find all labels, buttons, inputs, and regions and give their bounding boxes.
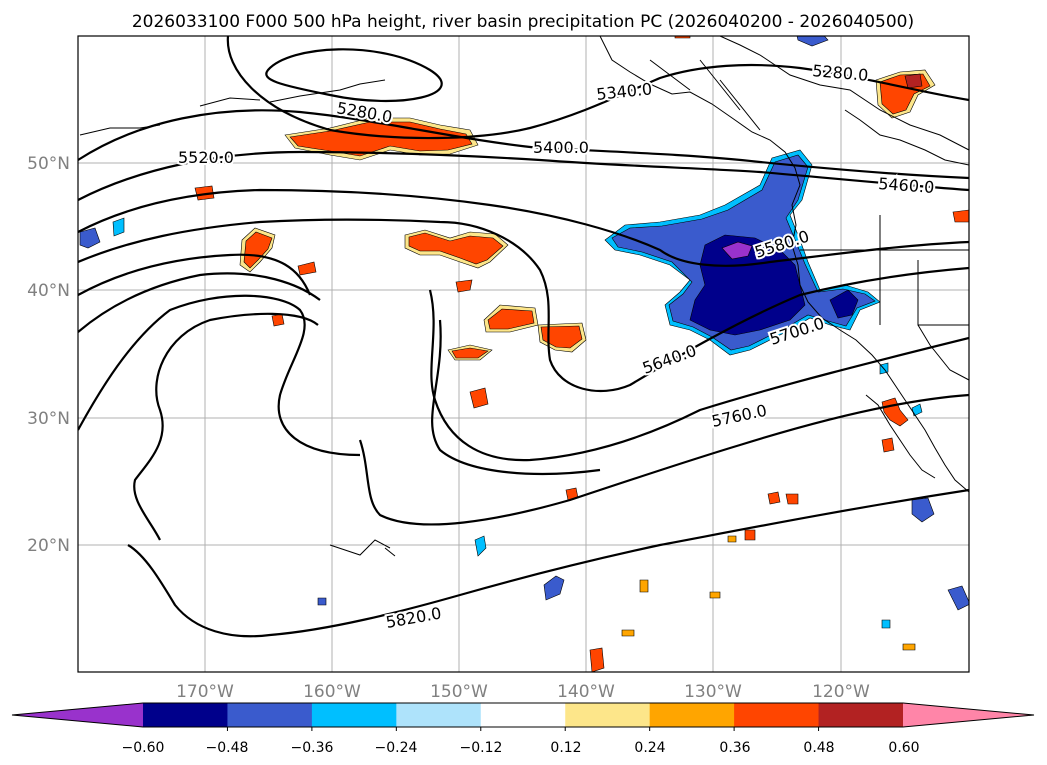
lat-label: 30°N <box>27 409 70 429</box>
colorbar-bin <box>649 703 735 727</box>
colorbar-tick-label: −0.48 <box>206 740 249 756</box>
lat-label: 20°N <box>27 536 70 556</box>
contour-label: 5520.0 <box>178 148 234 167</box>
map-frame <box>77 35 970 673</box>
colorbar-extend-high <box>903 703 1034 727</box>
figure-title: 2026033100 F000 500 hPa height, river ba… <box>132 12 914 32</box>
colorbar-bin <box>311 703 397 727</box>
lon-label: 120°W <box>812 682 870 702</box>
colorbar-tick-label: 0.24 <box>634 740 665 756</box>
latitude-labels: 50°N 40°N 30°N 20°N <box>27 154 70 556</box>
coastlines <box>79 36 969 557</box>
colorbar-bin <box>227 703 313 727</box>
contour-label: 5400.0 <box>533 138 589 157</box>
lon-label: 130°W <box>684 682 742 702</box>
colorbar-tick-labels: −0.60 −0.48 −0.36 −0.24 −0.12 0.12 0.24 … <box>122 740 920 756</box>
colorbar-bin <box>143 703 228 727</box>
lon-label: 150°W <box>430 682 488 702</box>
colorbar-outline <box>11 702 1035 728</box>
lon-label: 140°W <box>557 682 615 702</box>
contour-label: 5460.0 <box>878 174 935 197</box>
lon-label: 170°W <box>176 682 234 702</box>
colorbar-tick-label: −0.24 <box>375 740 418 756</box>
lat-label: 50°N <box>27 154 70 174</box>
colorbar-bin <box>734 703 820 727</box>
colorbar-tick-label: 0.60 <box>888 740 919 756</box>
colorbar-tick-label: −0.60 <box>122 740 165 756</box>
lon-label: 160°W <box>303 682 361 702</box>
colorbar-tick-label: 0.48 <box>803 740 834 756</box>
colorbar-bin <box>396 703 482 727</box>
negative-precip-anomaly <box>79 36 969 629</box>
colorbar-tick-label: 0.12 <box>550 740 581 756</box>
lat-label: 40°N <box>27 281 70 301</box>
longitude-labels: 170°W 160°W 150°W 140°W 130°W 120°W <box>176 682 870 702</box>
colorbar-tick-label: −0.36 <box>291 740 334 756</box>
colorbar-bin <box>818 703 904 727</box>
height-contours <box>78 36 969 638</box>
colorbar-extend-low <box>12 703 143 727</box>
colorbar-tick-label: 0.36 <box>719 740 750 756</box>
map-area: 5280.0 5340.0 5280.0 5400.0 5520.0 5460.… <box>78 36 969 672</box>
colorbar-tick-label: −0.12 <box>460 740 503 756</box>
colorbar-bin <box>565 703 651 727</box>
colorbar <box>11 702 1035 731</box>
colorbar-bin <box>480 703 566 727</box>
